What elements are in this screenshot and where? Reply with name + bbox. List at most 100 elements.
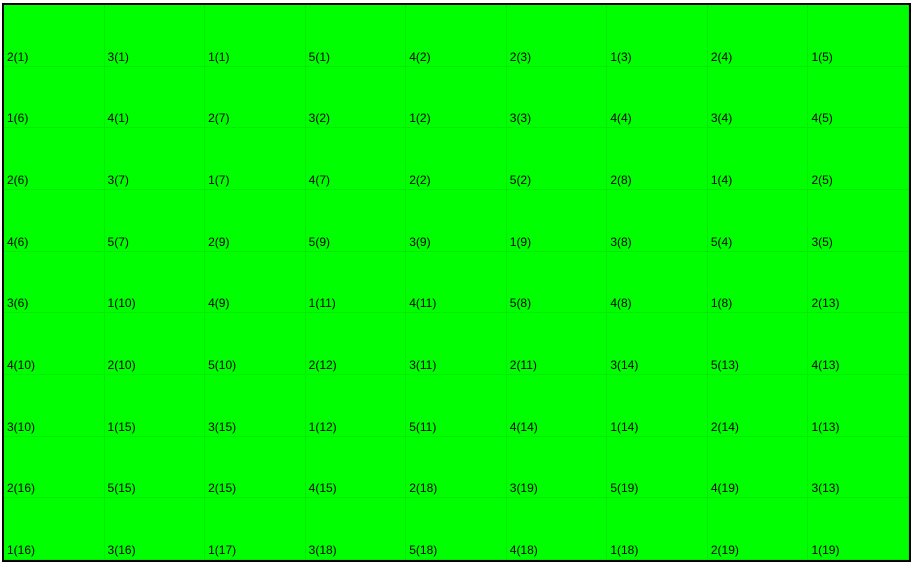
grid-cell: 1(2) bbox=[406, 66, 507, 129]
grid-cell: 4(1) bbox=[104, 66, 206, 129]
cell-label: 5(1) bbox=[308, 49, 330, 64]
grid-cell: 4(5) bbox=[808, 66, 909, 129]
grid-cell: 5(19) bbox=[607, 436, 708, 499]
grid-cell: 3(19) bbox=[506, 436, 608, 499]
cell-label: 4(5) bbox=[811, 111, 833, 126]
grid-cell: 3(14) bbox=[607, 313, 708, 375]
grid-cell: 2(3) bbox=[506, 5, 608, 67]
cell-label: 1(8) bbox=[710, 296, 733, 311]
grid-cell: 1(6) bbox=[4, 66, 105, 129]
cell-label: 3(8) bbox=[610, 234, 632, 249]
grid-cell: 2(5) bbox=[808, 128, 909, 190]
cell-label: 2(1) bbox=[7, 49, 29, 64]
grid-cell: 4(11) bbox=[406, 251, 507, 314]
grid-cell: 1(8) bbox=[707, 251, 809, 314]
cell-label: 3(2) bbox=[308, 111, 330, 126]
grid-cell: 3(4) bbox=[707, 66, 809, 129]
grid-cell: 5(8) bbox=[506, 251, 608, 314]
cell-label: 5(18) bbox=[409, 543, 438, 557]
cell-label: 3(10) bbox=[7, 419, 36, 434]
grid-cell: 3(6) bbox=[4, 251, 105, 314]
grid-cell: 4(7) bbox=[305, 128, 407, 190]
grid-cell: 3(1) bbox=[104, 5, 206, 67]
cell-label: 1(6) bbox=[7, 111, 29, 126]
cell-label: 3(19) bbox=[509, 481, 538, 496]
cell-label: 2(7) bbox=[208, 111, 230, 126]
cell-label: 2(4) bbox=[710, 49, 733, 64]
cell-label: 1(1) bbox=[208, 49, 230, 64]
cell-label: 5(7) bbox=[107, 234, 129, 249]
grid-cell: 3(7) bbox=[104, 128, 206, 190]
grid-cell: 2(13) bbox=[808, 251, 909, 314]
cell-label: 2(5) bbox=[811, 173, 833, 187]
grid-cell: 2(19) bbox=[707, 498, 809, 560]
cell-label: 4(18) bbox=[509, 543, 538, 557]
grid-cell: 5(10) bbox=[205, 313, 306, 375]
cell-label: 1(10) bbox=[107, 296, 136, 311]
cell-label: 3(9) bbox=[409, 234, 431, 249]
cell-label: 2(14) bbox=[710, 419, 739, 434]
grid-cell: 1(16) bbox=[4, 498, 105, 560]
grid-cell: 4(14) bbox=[506, 375, 608, 437]
cell-label: 2(19) bbox=[710, 543, 739, 557]
grid-cell: 1(15) bbox=[104, 375, 206, 437]
grid-cell: 2(15) bbox=[205, 436, 306, 499]
cell-label: 3(6) bbox=[7, 296, 29, 311]
grid-cell: 3(10) bbox=[4, 375, 105, 437]
grid-cell: 1(14) bbox=[607, 375, 708, 437]
cell-label: 2(10) bbox=[107, 358, 136, 372]
cell-label: 3(4) bbox=[710, 111, 733, 126]
grid-cell: 4(4) bbox=[607, 66, 708, 129]
grid-cell: 1(1) bbox=[205, 5, 306, 67]
cell-label: 2(9) bbox=[208, 234, 230, 249]
grid-cell: 2(1) bbox=[4, 5, 105, 67]
grid-cell: 3(15) bbox=[205, 375, 306, 437]
cell-label: 4(8) bbox=[610, 296, 632, 311]
grid-cell: 3(13) bbox=[808, 436, 909, 499]
schedule-grid: 2(1) 3(1) 1(1) 5(1) 4(2) 2(3) 1(3) 2(4) 1(5) 1(6)… bbox=[2, 3, 911, 562]
cell-label: 3(1) bbox=[107, 49, 129, 64]
cell-label: 3(5) bbox=[811, 234, 833, 249]
cell-label: 4(7) bbox=[308, 173, 330, 187]
cell-label: 1(17) bbox=[208, 543, 237, 557]
cell-label: 1(5) bbox=[811, 49, 833, 64]
grid-cell: 5(11) bbox=[406, 375, 507, 437]
grid-cell: 1(4) bbox=[707, 128, 809, 190]
cell-label: 5(13) bbox=[710, 358, 739, 372]
grid-cell: 4(10) bbox=[4, 313, 105, 375]
grid-cell: 4(6) bbox=[4, 190, 105, 252]
grid-cell: 2(12) bbox=[305, 313, 407, 375]
cell-label: 1(15) bbox=[107, 419, 136, 434]
cell-label: 4(14) bbox=[509, 419, 538, 434]
grid-cell: 5(1) bbox=[305, 5, 407, 67]
grid-cell: 4(13) bbox=[808, 313, 909, 375]
grid-cell: 1(12) bbox=[305, 375, 407, 437]
cell-label: 3(18) bbox=[308, 543, 337, 557]
grid-cell: 5(2) bbox=[506, 128, 608, 190]
grid-cell: 3(2) bbox=[305, 66, 407, 129]
grid-cell: 1(19) bbox=[808, 498, 909, 560]
cell-label: 4(4) bbox=[610, 111, 632, 126]
grid-cell: 2(11) bbox=[506, 313, 608, 375]
grid-cell: 5(7) bbox=[104, 190, 206, 252]
grid-cell: 1(17) bbox=[205, 498, 306, 560]
cell-label: 3(15) bbox=[208, 419, 237, 434]
grid-cell: 1(7) bbox=[205, 128, 306, 190]
cell-label: 2(18) bbox=[409, 481, 438, 496]
grid-cell: 4(9) bbox=[205, 251, 306, 314]
cell-label: 1(19) bbox=[811, 543, 840, 557]
grid-cell: 5(4) bbox=[707, 190, 809, 252]
grid-cell: 2(4) bbox=[707, 5, 809, 67]
grid-cell: 1(3) bbox=[607, 5, 708, 67]
grid-cell: 5(9) bbox=[305, 190, 407, 252]
cell-label: 5(9) bbox=[308, 234, 330, 249]
cell-label: 2(16) bbox=[7, 481, 36, 496]
cell-label: 1(14) bbox=[610, 419, 639, 434]
cell-label: 5(4) bbox=[710, 234, 733, 249]
cell-label: 5(15) bbox=[107, 481, 136, 496]
cell-label: 1(2) bbox=[409, 111, 431, 126]
cell-label: 3(14) bbox=[610, 358, 639, 372]
cell-label: 2(3) bbox=[509, 49, 532, 64]
cell-label: 5(2) bbox=[509, 173, 532, 187]
grid-cell: 3(9) bbox=[406, 190, 507, 252]
